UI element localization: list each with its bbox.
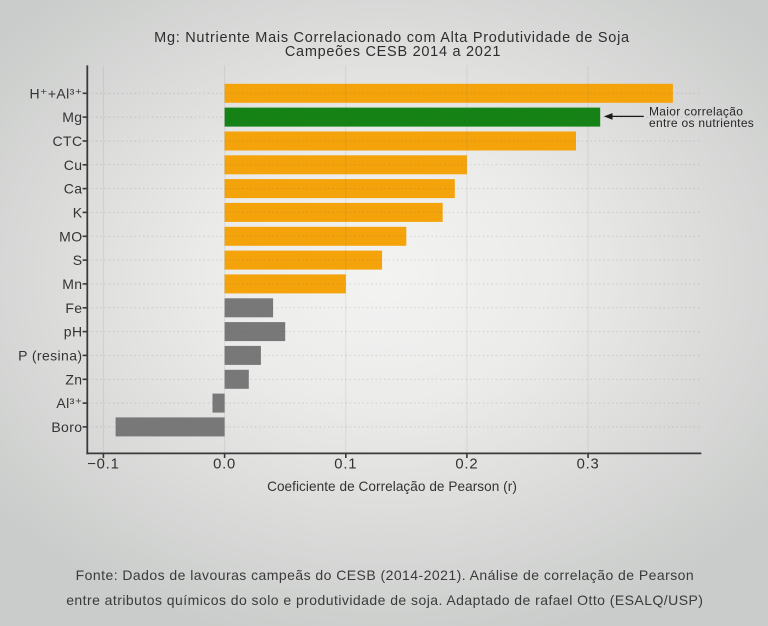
svg-text:0.3: 0.3 [577,457,600,473]
svg-text:Coeficiente de Correlação de P: Coeficiente de Correlação de Pearson (r) [267,479,517,494]
svg-text:−0.1: −0.1 [87,457,119,473]
svg-text:Mn: Mn [62,276,82,292]
svg-text:S: S [73,252,83,268]
svg-text:entre atributos químicos do so: entre atributos químicos do solo e produ… [66,592,703,608]
svg-text:Ca: Ca [64,181,83,197]
svg-text:CTC: CTC [53,133,83,149]
svg-text:H⁺+Al³⁺: H⁺+Al³⁺ [30,85,83,101]
svg-text:Mg: Nutriente Mais Correlacion: Mg: Nutriente Mais Correlacionado com Al… [154,30,630,46]
svg-text:Zn: Zn [65,371,82,387]
svg-text:Boro: Boro [51,419,82,435]
svg-text:Fe: Fe [65,300,82,316]
svg-text:Maior correlação: Maior correlação [649,105,743,119]
svg-text:Al³⁺: Al³⁺ [56,395,82,411]
svg-text:pH: pH [64,324,83,340]
svg-text:entre os nutrientes: entre os nutrientes [649,116,754,130]
svg-text:Campeões CESB 2014 a 2021: Campeões CESB 2014 a 2021 [285,44,501,60]
svg-text:P (resina): P (resina) [18,347,82,363]
svg-text:0.2: 0.2 [455,457,478,473]
svg-text:Mg: Mg [62,109,82,125]
svg-text:0.0: 0.0 [213,457,236,473]
svg-text:K: K [73,204,83,220]
svg-text:0.1: 0.1 [334,457,357,473]
svg-text:Cu: Cu [64,157,83,173]
svg-text:MO: MO [59,228,82,244]
svg-text:Fonte: Dados de lavouras campe: Fonte: Dados de lavouras campeãs do CESB… [76,567,695,583]
